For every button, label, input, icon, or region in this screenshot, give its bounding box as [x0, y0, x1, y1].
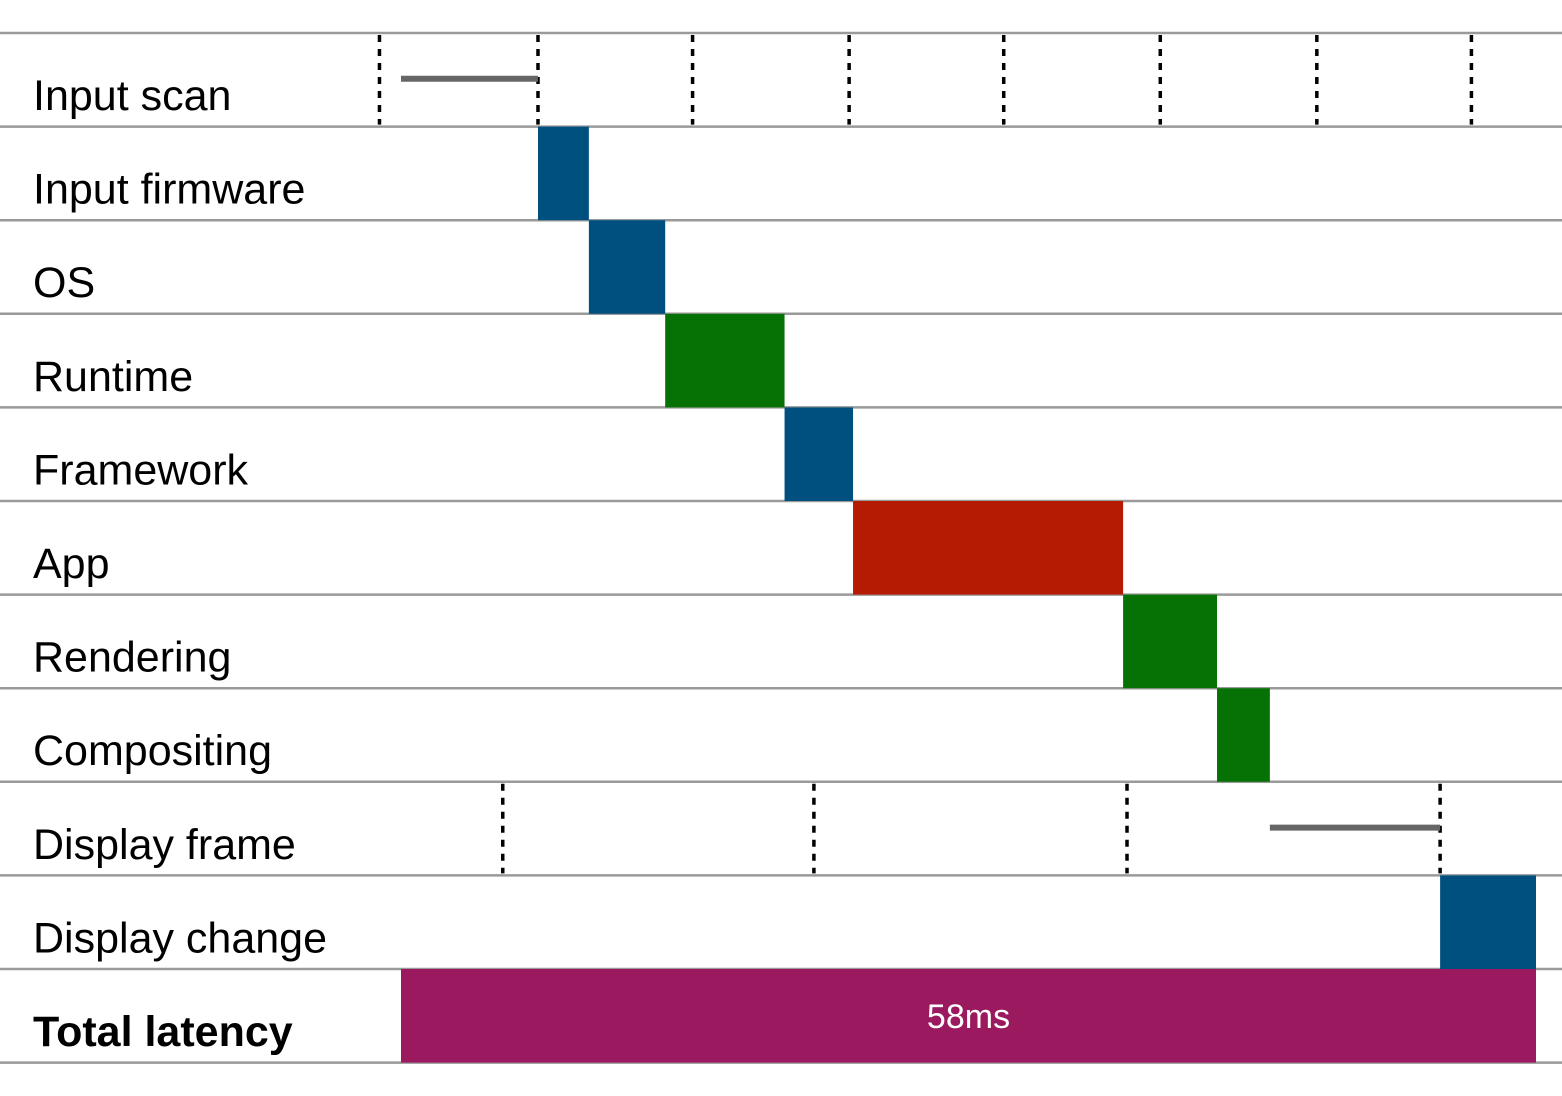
row-label-app: App [33, 540, 110, 588]
row-label-total-latency: Total latency [33, 1008, 293, 1056]
latency-segments: 58ms [401, 75, 1536, 1063]
bar-os [588, 220, 666, 314]
row-label-os: OS [33, 259, 95, 307]
row-label-input-firmware: Input firmware [33, 166, 305, 214]
row-labels: Input scan Input firmware OS Runtime Framewo… [33, 72, 327, 1056]
row-label-compositing: Compositing [33, 727, 272, 775]
bar-app [853, 501, 1124, 595]
bar-framework [784, 407, 854, 501]
bar-compositing [1217, 688, 1270, 782]
row-label-rendering: Rendering [33, 634, 231, 682]
bar-display-change [1440, 875, 1536, 969]
row-label-display-frame: Display frame [33, 821, 296, 869]
bar-input-firmware [537, 126, 589, 221]
bar-total-latency [401, 969, 1536, 1063]
row-label-runtime: Runtime [33, 353, 193, 401]
row-label-input-scan: Input scan [33, 72, 231, 120]
row-label-framework: Framework [33, 446, 249, 494]
total-latency-value: 58ms [927, 998, 1010, 1036]
bar-rendering [1123, 594, 1218, 689]
bar-runtime [665, 313, 785, 408]
row-label-display-change: Display change [33, 914, 327, 962]
